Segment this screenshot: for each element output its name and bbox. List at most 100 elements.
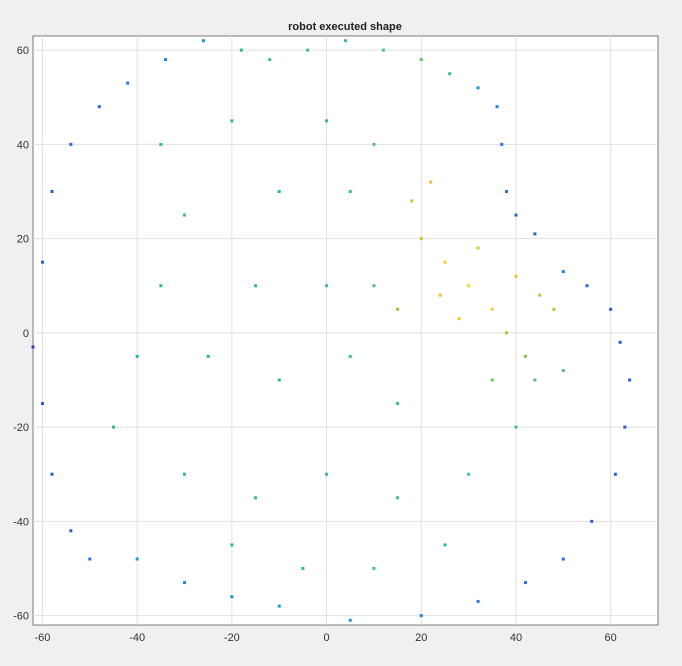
chart-title: robot executed shape — [288, 21, 402, 33]
data-point — [438, 293, 442, 297]
data-point — [628, 378, 632, 382]
y-tick-label: 0 — [23, 328, 29, 340]
data-point — [325, 119, 329, 123]
data-point — [40, 260, 44, 264]
x-tick-label: -40 — [129, 632, 145, 644]
data-point — [429, 180, 433, 184]
data-point — [183, 472, 187, 476]
data-point — [467, 472, 471, 476]
data-point — [50, 472, 54, 476]
data-point — [135, 354, 139, 358]
data-point — [277, 378, 281, 382]
y-tick-label: -60 — [13, 611, 29, 623]
data-point — [410, 199, 414, 203]
data-point — [372, 142, 376, 146]
tick-labels: -60 -40 -20 0 20 40 60 -60 -40 -20 0 20 40 60 — [13, 45, 617, 644]
data-point — [443, 260, 447, 264]
data-point — [277, 604, 281, 608]
data-point — [396, 496, 400, 500]
data-point — [344, 39, 347, 43]
data-point — [514, 274, 518, 278]
data-point — [135, 557, 139, 561]
data-point — [561, 270, 565, 274]
data-point — [396, 307, 400, 311]
data-point — [490, 378, 494, 382]
data-point — [514, 213, 518, 217]
data-point — [268, 58, 272, 62]
x-tick-label: 20 — [415, 632, 427, 644]
y-tick-label: -40 — [13, 516, 29, 528]
data-point — [206, 354, 210, 358]
data-point — [533, 378, 537, 382]
data-point — [239, 48, 243, 52]
data-point — [561, 369, 565, 373]
data-point — [97, 105, 101, 109]
data-point — [490, 307, 494, 311]
data-point — [552, 307, 556, 311]
y-tick-label: 60 — [17, 45, 29, 57]
data-point — [372, 284, 376, 288]
data-point — [69, 529, 73, 533]
data-point — [201, 39, 205, 43]
data-point — [419, 237, 423, 241]
data-point — [609, 307, 613, 311]
data-point — [31, 345, 35, 349]
data-point — [613, 472, 617, 476]
data-point — [523, 354, 527, 358]
data-point — [533, 232, 537, 236]
data-point — [230, 595, 234, 599]
data-point — [325, 284, 329, 288]
data-point — [230, 543, 234, 547]
data-point — [381, 48, 385, 52]
data-point — [476, 86, 480, 90]
x-tick-label: 0 — [323, 632, 329, 644]
data-point — [348, 189, 352, 193]
y-tick-label: 20 — [17, 234, 29, 246]
data-point — [40, 402, 44, 406]
grid — [33, 36, 658, 625]
x-tick-label: -60 — [35, 632, 51, 644]
data-point — [230, 119, 234, 123]
data-point — [448, 72, 452, 76]
data-point — [254, 496, 258, 500]
data-point — [50, 189, 54, 193]
data-point — [183, 581, 187, 585]
data-point — [443, 543, 447, 547]
x-tick-label: 40 — [510, 632, 522, 644]
data-point — [476, 599, 480, 603]
data-point — [301, 566, 305, 570]
data-point — [476, 246, 480, 250]
data-point — [590, 519, 594, 523]
data-point — [88, 557, 92, 561]
data-point — [306, 48, 310, 52]
axes-background — [32, 35, 659, 626]
data-point — [585, 284, 589, 288]
x-tick-label: -20 — [224, 632, 240, 644]
x-tick-label: 60 — [605, 632, 617, 644]
data-point — [419, 614, 423, 618]
data-point — [164, 58, 168, 62]
data-point — [561, 557, 565, 561]
data-point — [623, 425, 627, 429]
data-point — [538, 293, 542, 297]
data-point — [183, 213, 187, 217]
scatter-points — [31, 39, 632, 622]
data-point — [495, 105, 499, 109]
data-point — [69, 142, 73, 146]
data-point — [348, 354, 352, 358]
data-point — [514, 425, 518, 429]
data-point — [254, 284, 258, 288]
y-tick-label: -20 — [13, 422, 29, 434]
data-point — [348, 618, 352, 622]
data-point — [419, 58, 423, 62]
data-point — [523, 581, 527, 585]
data-point — [277, 189, 281, 193]
data-point — [467, 284, 471, 288]
data-point — [372, 566, 376, 570]
data-point — [504, 189, 508, 193]
data-point — [500, 142, 504, 146]
data-point — [159, 142, 163, 146]
data-point — [325, 472, 329, 476]
data-point — [457, 317, 461, 321]
